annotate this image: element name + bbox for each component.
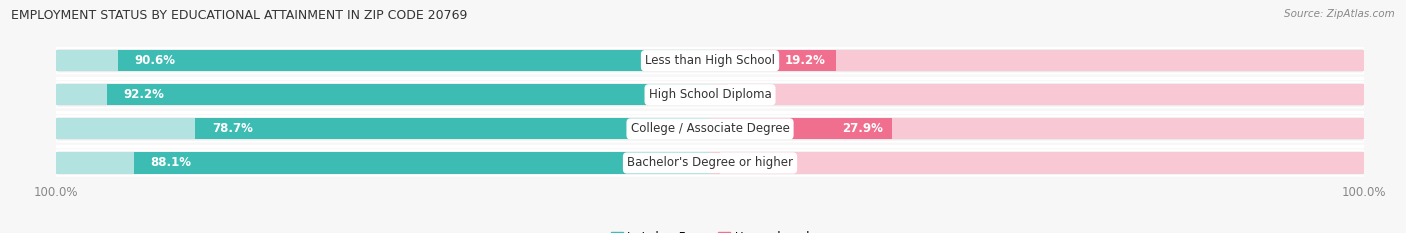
Bar [134, 152, 710, 174]
FancyBboxPatch shape [56, 48, 1364, 73]
Text: EMPLOYMENT STATUS BY EDUCATIONAL ATTAINMENT IN ZIP CODE 20769: EMPLOYMENT STATUS BY EDUCATIONAL ATTAINM… [11, 9, 468, 22]
Bar [56, 84, 710, 105]
Text: 27.9%: 27.9% [842, 122, 883, 135]
Bar [710, 84, 1364, 105]
Bar [710, 118, 1364, 140]
Text: 2.7%: 2.7% [738, 88, 768, 101]
Bar [710, 50, 835, 71]
Text: 92.2%: 92.2% [124, 88, 165, 101]
Text: 1.6%: 1.6% [730, 157, 761, 169]
Bar [56, 118, 710, 140]
Bar [710, 152, 720, 174]
Bar [56, 152, 710, 174]
Text: 90.6%: 90.6% [134, 54, 174, 67]
Text: 88.1%: 88.1% [150, 157, 191, 169]
Bar [710, 50, 1364, 71]
Bar [56, 50, 710, 71]
Bar [710, 118, 893, 140]
FancyBboxPatch shape [56, 150, 1364, 176]
Text: High School Diploma: High School Diploma [648, 88, 772, 101]
Text: 78.7%: 78.7% [212, 122, 253, 135]
Bar [710, 84, 728, 105]
Text: Bachelor's Degree or higher: Bachelor's Degree or higher [627, 157, 793, 169]
FancyBboxPatch shape [56, 116, 1364, 141]
Legend: In Labor Force, Unemployed: In Labor Force, Unemployed [606, 226, 814, 233]
Bar [107, 84, 710, 105]
Text: Source: ZipAtlas.com: Source: ZipAtlas.com [1284, 9, 1395, 19]
Bar [710, 152, 1364, 174]
Bar [195, 118, 710, 140]
Bar [118, 50, 710, 71]
Text: College / Associate Degree: College / Associate Degree [631, 122, 789, 135]
Text: 19.2%: 19.2% [785, 54, 825, 67]
Text: Less than High School: Less than High School [645, 54, 775, 67]
FancyBboxPatch shape [56, 82, 1364, 107]
